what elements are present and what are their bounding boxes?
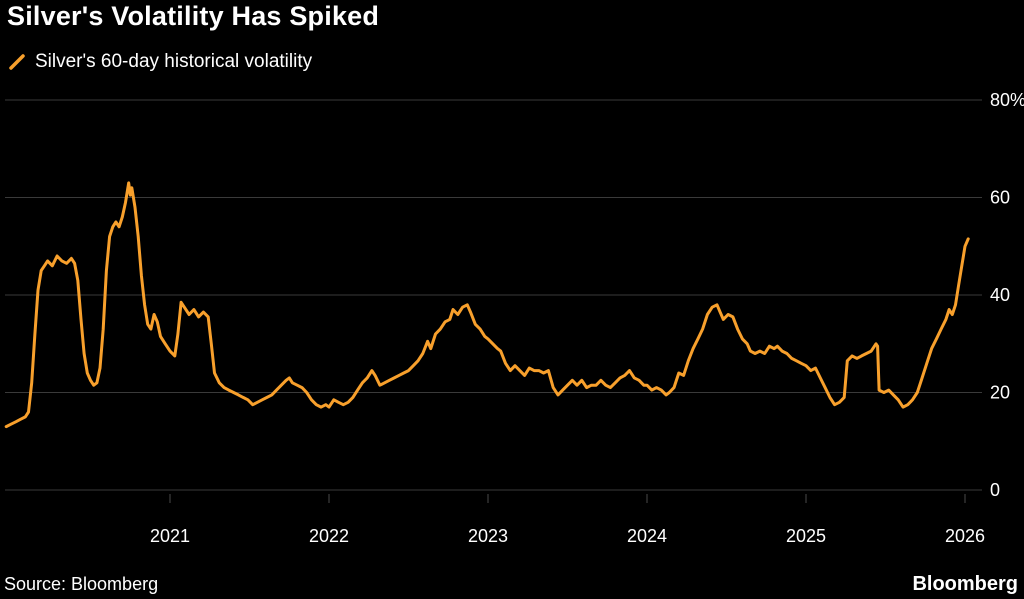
x-axis-label: 2021 (150, 526, 190, 546)
y-axis-label: 20 (990, 383, 1010, 403)
y-axis-label: 0 (990, 480, 1000, 500)
volatility-series-line (4, 181, 970, 429)
bloomberg-logo: Bloomberg (912, 573, 1018, 595)
y-axis-label: 60 (990, 188, 1010, 208)
legend-label: Silver's 60-day historical volatility (35, 51, 313, 72)
x-axis-label: 2023 (468, 526, 508, 546)
x-axis-label: 2022 (309, 526, 349, 546)
chart-title: Silver's Volatility Has Spiked (7, 1, 380, 31)
y-axis-label: 40 (990, 285, 1010, 305)
legend-line-icon (9, 54, 25, 70)
y-axis-label: 80% (990, 90, 1024, 110)
source-text: Source: Bloomberg (4, 574, 159, 594)
x-axis-label: 2024 (627, 526, 667, 546)
chart-legend: Silver's 60-day historical volatility (8, 51, 312, 73)
x-axis-label: 2025 (786, 526, 826, 546)
x-axis-label: 2026 (945, 526, 985, 546)
